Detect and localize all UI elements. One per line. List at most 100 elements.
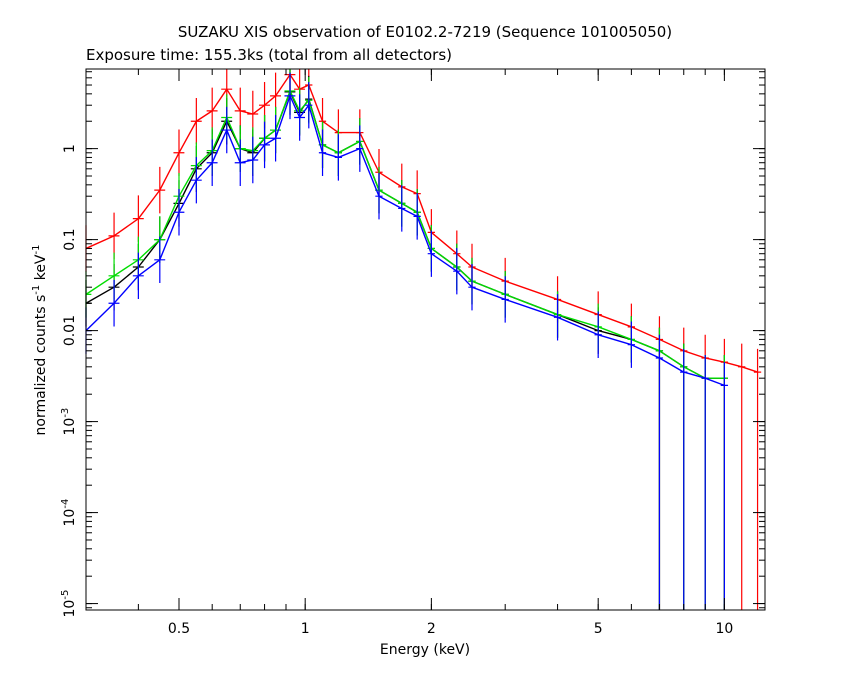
spectrum-segment <box>416 211 433 249</box>
chart-title: SUZAKU XIS observation of E0102.2-7219 (… <box>178 23 672 41</box>
spectrum-segment <box>178 120 197 154</box>
x-tick-label: 10 <box>715 621 733 637</box>
spectrum-segment <box>211 88 228 112</box>
spectrum-segment <box>113 259 139 277</box>
spectrum-segment <box>359 132 380 173</box>
spectrum-segment <box>401 207 418 218</box>
data-point <box>720 362 728 610</box>
spectrum-segment <box>226 88 241 112</box>
spectrum-segment <box>299 84 310 90</box>
spectrum-segment <box>85 235 115 250</box>
y-tick-base: 10 <box>62 418 78 436</box>
x-axis-ticks: 0.5 1 2 5 10 <box>85 69 733 637</box>
spectrum-segment <box>113 266 139 288</box>
spectrum-segment <box>471 286 506 301</box>
y-tick-exponent: -3 <box>60 408 71 418</box>
spectrum-segment <box>471 280 506 296</box>
spectrum-segment <box>159 152 180 191</box>
spectrum-segment <box>430 231 458 255</box>
spectrum-segment <box>338 147 361 159</box>
spectrum-segment <box>252 137 266 152</box>
y-tick-exponent: -4 <box>60 499 71 509</box>
spectrum-segment <box>378 195 403 210</box>
spectrum-segment <box>471 266 506 282</box>
spectrum-segment <box>631 338 660 352</box>
y-tick-label: 10-3 <box>60 408 78 436</box>
spectrum-segment <box>299 99 310 112</box>
spectrum-segment <box>683 366 706 379</box>
spectrum-segment <box>240 147 253 152</box>
spectrum-segment <box>741 366 758 373</box>
spectrum-segment <box>264 129 277 139</box>
y-tick-label: 10-4 <box>60 499 78 527</box>
spectrum-segment <box>308 84 324 122</box>
spectrum-segment <box>178 168 197 204</box>
spectrum-segment <box>504 280 558 301</box>
spectrum-segment <box>289 74 301 90</box>
spectrum-segment <box>195 162 213 181</box>
spectrum-segment <box>401 202 418 213</box>
spectrum-segment <box>504 293 558 316</box>
spectrum-segment <box>113 218 139 237</box>
spectrum-segment <box>252 144 266 161</box>
spectrum-segment <box>252 104 265 115</box>
spectrum-segment <box>401 186 418 195</box>
spectrum-segment <box>85 302 115 332</box>
spectrum-segment <box>338 140 361 154</box>
spectrum-segment <box>289 90 301 112</box>
spectrum-segment <box>705 357 725 363</box>
x-tick-label: 2 <box>427 621 436 637</box>
data-point <box>753 348 762 610</box>
data-point <box>655 334 664 610</box>
spectrum-segment <box>504 298 558 318</box>
spectrum-segment <box>456 253 473 268</box>
spectrum-segment <box>137 239 161 261</box>
x-tick-label: 0.5 <box>168 621 190 637</box>
data-series-layer <box>85 69 762 610</box>
spectrum-segment <box>322 120 339 134</box>
spectrum-segment <box>322 144 339 154</box>
spectrum-segment <box>308 100 324 146</box>
spectrum-segment <box>195 152 213 170</box>
spectrum-segment <box>85 275 115 295</box>
spectrum-segment <box>683 371 706 379</box>
spectrum-segment <box>178 179 197 213</box>
spectrum-segment <box>137 239 161 268</box>
spectrum-segment <box>359 148 380 197</box>
spectrum-segment <box>430 247 458 268</box>
spectrum-segment <box>659 338 685 352</box>
spectrum-segment <box>178 165 197 197</box>
spectrum-segment <box>240 110 253 115</box>
chart-subtitle: Exposure time: 155.3ks (total from all d… <box>86 46 452 64</box>
spectrum-segment <box>264 95 277 106</box>
spectrum-segment <box>226 117 241 149</box>
spectrum-segment <box>85 286 115 304</box>
spectrum-segment <box>274 95 291 139</box>
spectrum-segment <box>378 171 403 188</box>
y-tick-label: 0.01 <box>62 315 78 346</box>
y-tick-label: 1 <box>62 144 78 153</box>
x-tick-label: 5 <box>594 621 603 637</box>
spectrum-segment <box>704 377 725 387</box>
spectrum-segment <box>359 141 380 191</box>
spectrum-segment <box>416 216 433 254</box>
spectrum-segment <box>113 275 139 304</box>
spectrum-segment <box>195 150 213 167</box>
y-tick-base: 10 <box>62 509 78 527</box>
spectrum-segment <box>275 74 291 97</box>
y-tick-label: 10-5 <box>60 590 78 618</box>
spectrum-segment <box>195 110 213 122</box>
spectrum-segment <box>597 334 632 346</box>
spectrum-segment <box>137 189 161 220</box>
spectrum-segment <box>659 357 685 373</box>
series-3 <box>85 72 728 610</box>
spectrum-segment <box>308 105 324 153</box>
y-tick-label: 0.1 <box>62 228 78 250</box>
spectrum-segment <box>299 104 310 118</box>
spectrum-segment <box>416 193 433 233</box>
spectrum-segment <box>226 129 241 163</box>
spectrum-segment <box>159 211 180 261</box>
y-axis-label-exp2: -1 <box>31 245 42 255</box>
spectrum-segment <box>557 316 599 336</box>
